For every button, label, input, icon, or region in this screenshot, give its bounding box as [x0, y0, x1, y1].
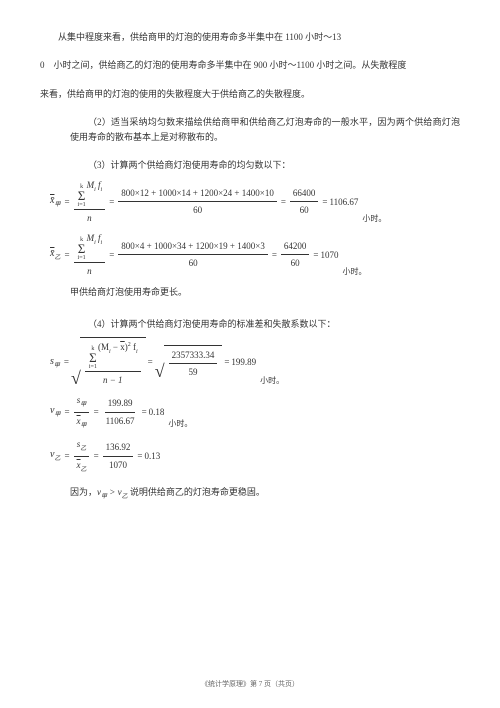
para-3: （3）计算两个供给商灯泡使用寿命的均匀数以下： [70, 158, 460, 172]
mean-jia-result: 1106.67 [329, 195, 358, 209]
formula-cv-yi: v乙 = s乙 x乙 = 136.92 1070 = 0.13 [50, 437, 460, 475]
mean-yi-result: 1070 [320, 248, 338, 262]
formula-mean-jia: x̄甲 = kΣi=1Mi fi n = 800×12 + 1000×14 + … [50, 178, 460, 225]
para-2: （2）适当采纳均匀数来描绘供给商甲和供给商乙灯泡寿命的一般水平，因为两个供给商灯… [70, 115, 460, 144]
para-1b: 0 小时之间，供给商乙的灯泡的使用寿命多半集中在 900 小时～1100 小时之… [40, 58, 460, 72]
formula-cv-jia: v甲 = s甲 x甲 = 199.89 1106.67 = 0.18 小时。 [50, 393, 460, 431]
page-footer: 《统计学原理》第 7 页（共页） [0, 679, 500, 690]
unit-hours: 小时。 [168, 418, 192, 431]
compare-expr: v甲 > v乙 [97, 487, 128, 497]
formula-sd-jia: s甲 = kΣi=1(Mi − x)2 fi n − 1 = 2357333.3… [50, 337, 460, 387]
para-4: 甲供给商灯泡使用寿命更长。 [70, 285, 460, 299]
formula-mean-yi: x̄乙 = kΣi=1Mi fi n = 800×4 + 1000×34 + 1… [50, 231, 460, 278]
cv-yi-result: 0.13 [144, 449, 160, 463]
para-1a: 从集中程度来看，供给商甲的灯泡的使用寿命多半集中在 1100 小时～13 [40, 30, 460, 44]
para-1c: 来看，供给商甲的灯泡的使用的失散程度大于供给商乙的失散程度。 [40, 87, 460, 101]
unit-hours: 小时。 [362, 213, 386, 226]
unit-hours: 小时。 [260, 375, 284, 388]
para-6: 因为，v甲 > v乙 说明供给商乙的灯泡寿命更稳固。 [70, 485, 460, 502]
sd-jia-result: 199.89 [231, 355, 256, 369]
unit-hours: 小时。 [342, 266, 366, 279]
para-5: （4）计算两个供给商灯泡使用寿命的标准差和失散系数以下： [70, 317, 460, 331]
cv-jia-result: 0.18 [149, 405, 165, 419]
